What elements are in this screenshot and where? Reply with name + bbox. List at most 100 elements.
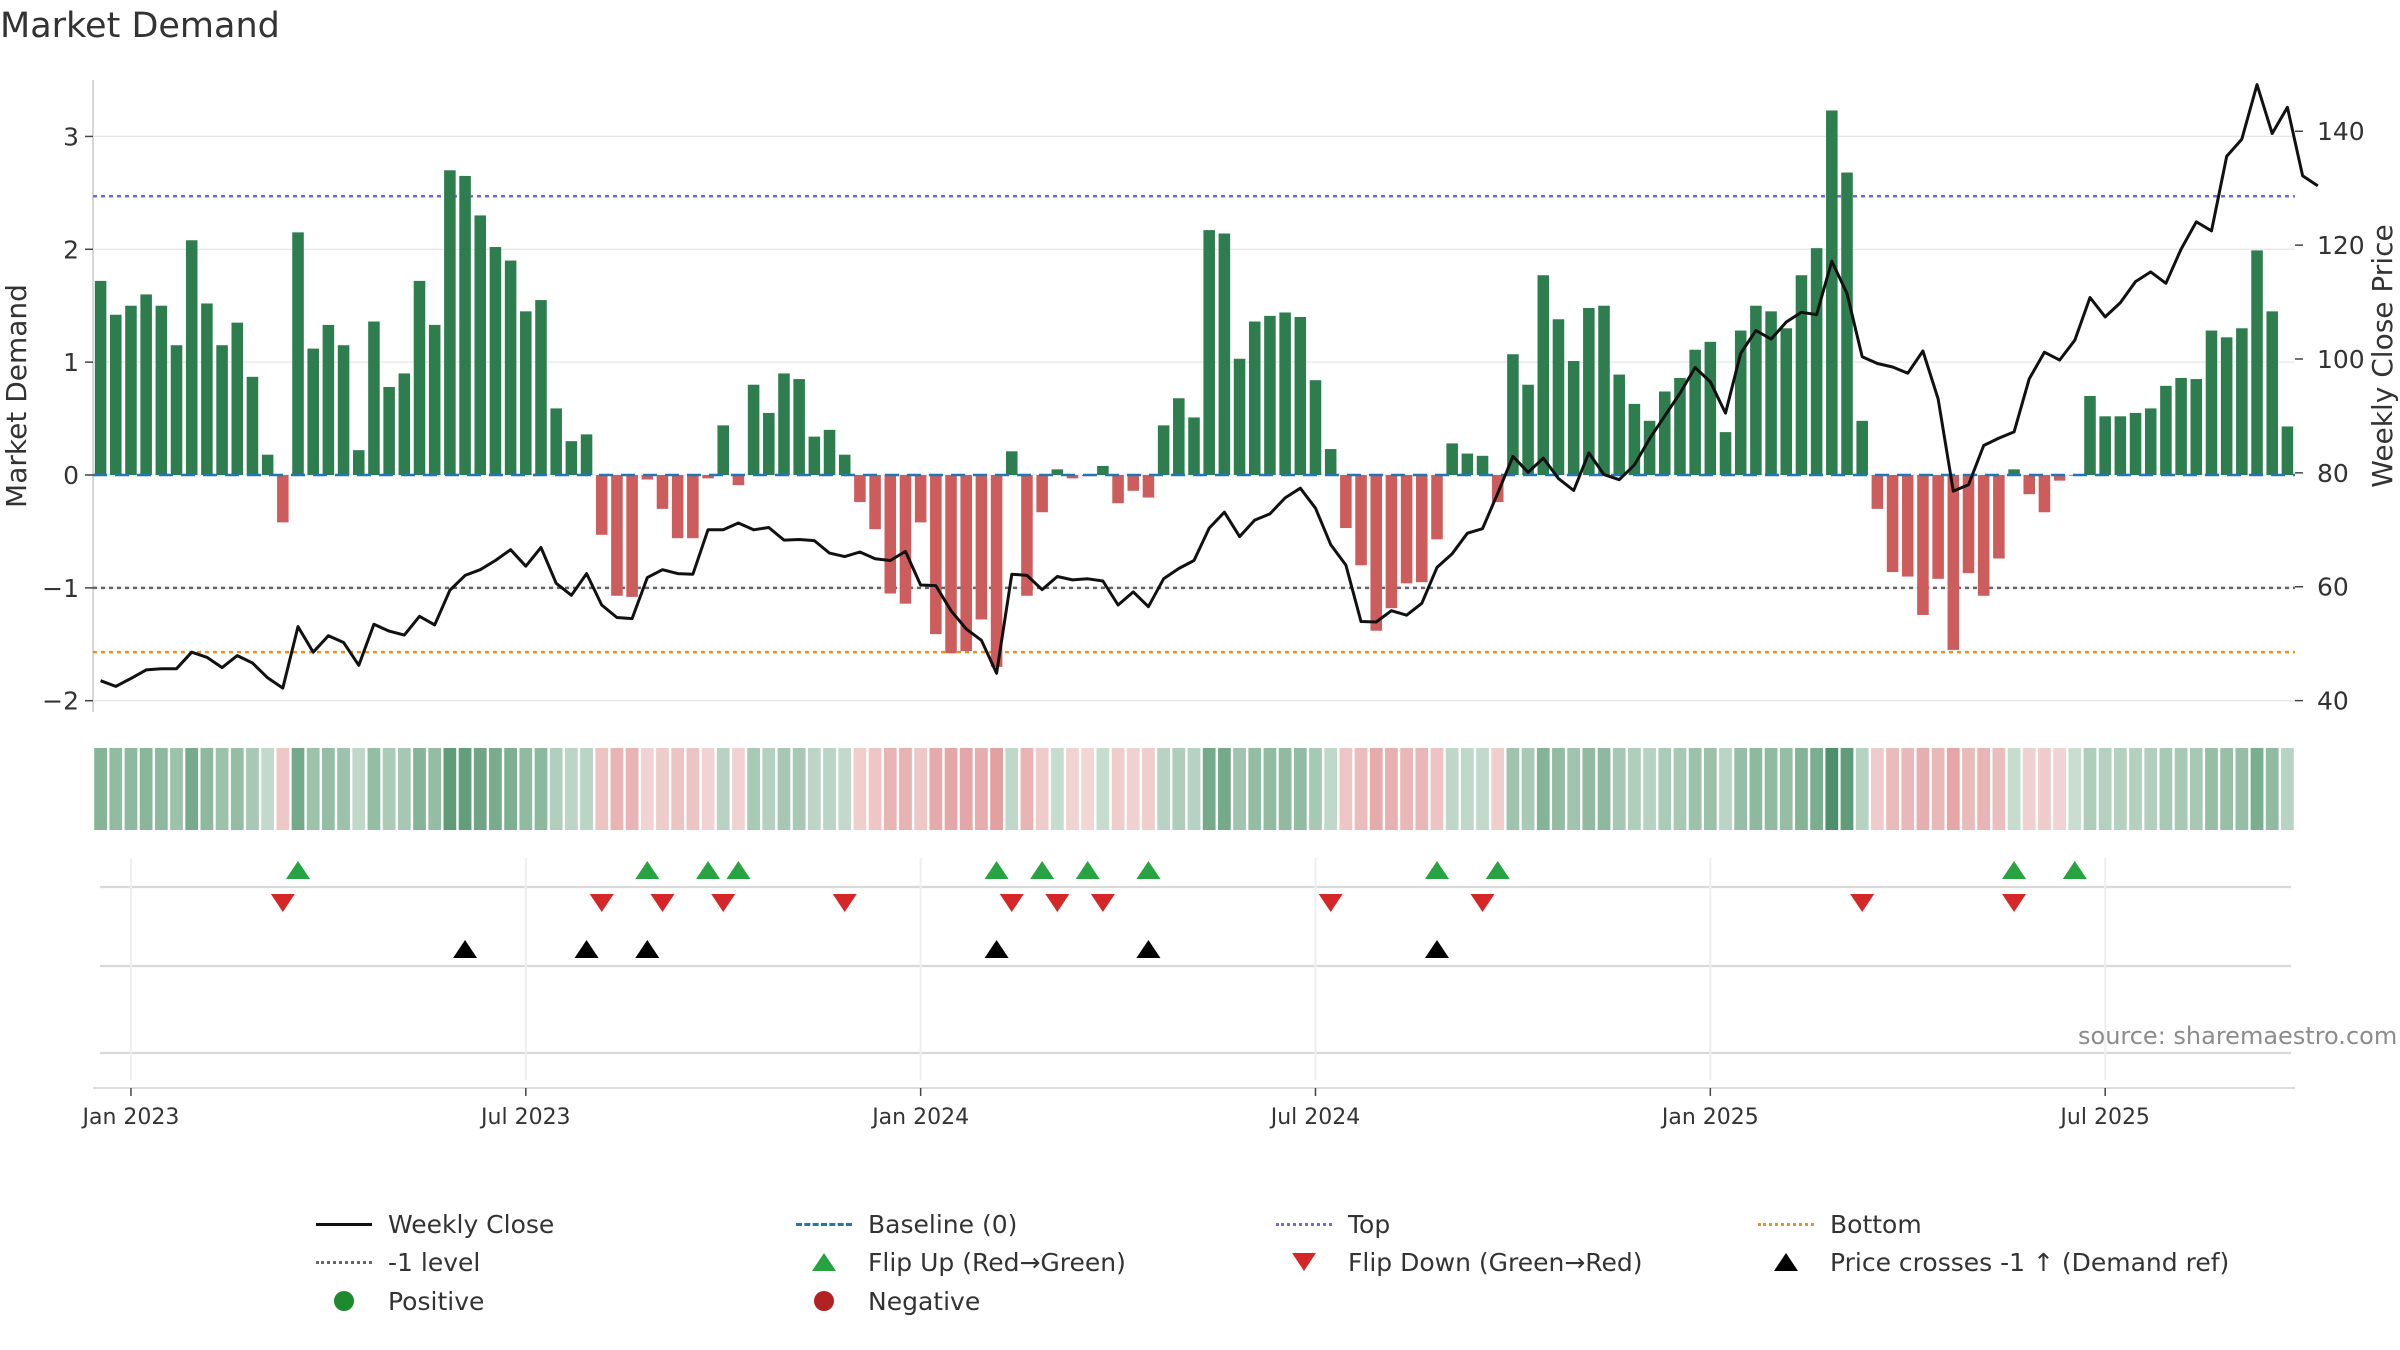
demand-bar <box>550 408 562 475</box>
demand-bar <box>1355 475 1367 566</box>
demand-bar <box>823 429 836 475</box>
legend-swatch <box>1752 1243 1820 1281</box>
price-cross-marker <box>574 940 599 958</box>
legend-swatch <box>1270 1243 1338 1281</box>
demand-bar <box>702 475 714 479</box>
demand-strip-cell <box>671 748 685 830</box>
demand-bar <box>2190 379 2203 475</box>
demand-strip-cell <box>1628 748 1641 830</box>
demand-strip-cell <box>1931 748 1945 830</box>
legend-swatch <box>790 1282 858 1320</box>
demand-strip-cell <box>1385 748 1398 830</box>
demand-strip-cell <box>1309 748 1322 830</box>
flip-down-marker <box>1470 894 1495 912</box>
legend-item-bottom: Bottom <box>1752 1205 1922 1243</box>
demand-strip-cell <box>929 748 943 830</box>
demand-bar <box>595 475 608 535</box>
flip-down-marker <box>711 894 736 912</box>
legend-label: Top <box>1348 1209 1391 1239</box>
demand-strip-cell <box>1795 748 1808 830</box>
demand-strip-cell <box>1111 748 1125 830</box>
demand-bar <box>1917 475 1929 615</box>
demand-bar <box>1476 455 1489 475</box>
demand-bar <box>1734 330 1747 475</box>
demand-bar <box>1218 233 1231 475</box>
y2-tick-label: 60 <box>2317 573 2349 602</box>
demand-bar <box>1552 319 1565 475</box>
demand-bar <box>535 300 547 475</box>
demand-strip-cell <box>1020 748 1034 830</box>
price-cross-marker <box>453 940 478 958</box>
demand-strip-cell <box>853 748 867 830</box>
flip-down-marker <box>1850 894 1875 912</box>
legend-label: -1 level <box>388 1247 481 1277</box>
demand-strip-cell <box>610 748 624 830</box>
demand-bar <box>292 232 304 475</box>
y-tick-label: 0 <box>63 461 79 490</box>
demand-bar <box>2008 469 2020 475</box>
demand-bar <box>854 475 866 503</box>
demand-bar <box>975 475 988 620</box>
demand-bar <box>565 441 578 475</box>
demand-strip-cell <box>1248 748 1262 830</box>
demand-bar <box>2038 475 2051 513</box>
demand-bar <box>2114 416 2127 475</box>
demand-bar <box>808 436 821 475</box>
demand-bar <box>1993 475 2005 559</box>
demand-bar <box>155 305 168 475</box>
demand-strip-cell <box>1764 748 1778 830</box>
demand-strip-cell <box>656 748 669 830</box>
legend: Weekly Close Baseline (0) Top Bottom -1 leve… <box>0 1205 2400 1335</box>
demand-bar <box>307 348 319 475</box>
demand-bar <box>246 376 259 475</box>
y-tick-label: 3 <box>63 122 79 151</box>
demand-strip-cell <box>1491 748 1505 830</box>
legend-item-positive-dot: Positive <box>310 1282 484 1320</box>
demand-bar <box>2129 412 2142 475</box>
demand-strip-cell <box>397 748 411 830</box>
y-tick-label: 1 <box>63 348 79 377</box>
x-tick-label: Jul 2024 <box>1269 1105 1361 1130</box>
demand-strip-cell <box>1886 748 1899 830</box>
flip-down-marker <box>1090 894 1115 912</box>
legend-label: Flip Down (Green→Red) <box>1348 1247 1643 1277</box>
demand-strip-cell <box>2083 748 2097 830</box>
demand-bar <box>110 314 122 475</box>
demand-bar <box>778 373 790 475</box>
demand-strip-cell <box>2098 748 2112 830</box>
demand-bar <box>1021 475 1033 596</box>
demand-bar <box>763 412 775 475</box>
demand-bar <box>1704 341 1717 475</box>
y-axis-label: Market Demand <box>0 284 33 508</box>
flip-up-marker <box>984 861 1009 879</box>
demand-strip-cell <box>1263 748 1277 830</box>
x-tick-label: Jan 2025 <box>1660 1105 1759 1130</box>
demand-strip-cell <box>1977 748 1991 830</box>
demand-bar <box>1901 475 1914 577</box>
price-cross-marker <box>984 940 1009 958</box>
demand-bar <box>2236 328 2248 475</box>
demand-bar <box>1051 469 1064 475</box>
flip-up-marker <box>1485 861 1510 879</box>
demand-strip-cell <box>1233 748 1246 830</box>
demand-bar <box>1400 475 1413 584</box>
demand-strip-cell <box>899 748 912 830</box>
demand-bar <box>1324 449 1337 475</box>
demand-strip-cell <box>2235 748 2249 830</box>
demand-bar <box>2266 311 2278 475</box>
demand-strip-cell <box>215 748 229 830</box>
demand-strip-cell <box>2174 748 2188 830</box>
demand-bar <box>2023 475 2036 495</box>
flip-down-marker <box>2002 894 2027 912</box>
demand-bar <box>1446 443 1458 475</box>
flip-down-marker <box>999 894 1024 912</box>
demand-strip-cell <box>2159 748 2173 830</box>
demand-bar <box>1157 425 1170 475</box>
demand-strip-cell <box>200 748 214 830</box>
y-tick-label: −1 <box>42 574 79 603</box>
demand-strip-cell <box>975 748 988 830</box>
demand-bar <box>2160 385 2172 475</box>
legend-item-baseline: Baseline (0) <box>790 1205 1017 1243</box>
demand-strip-cell <box>2144 748 2158 830</box>
